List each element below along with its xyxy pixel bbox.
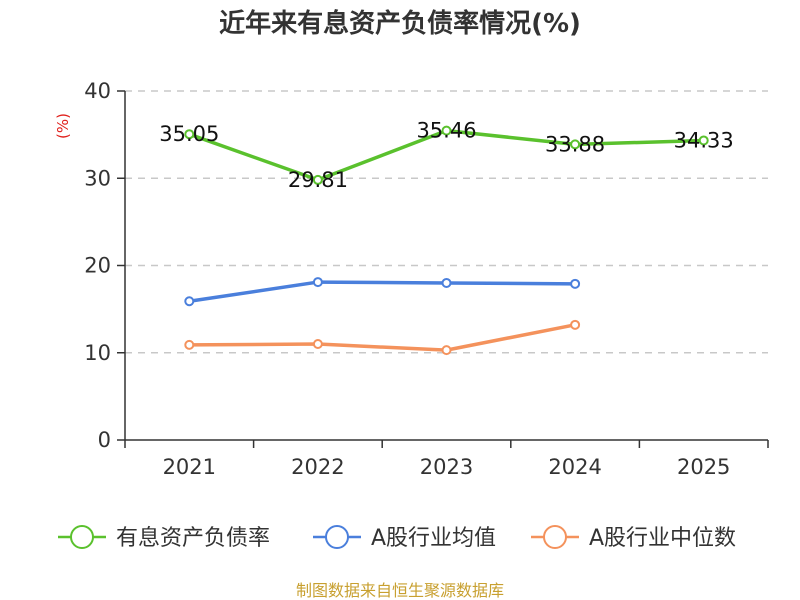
data-point[interactable]: [570, 139, 581, 150]
data-point[interactable]: [698, 135, 709, 146]
legend-item-1[interactable]: A股行业均值: [313, 525, 496, 551]
data-point[interactable]: [184, 129, 195, 140]
y-tick-label: 30: [84, 166, 111, 190]
series-line-1: [189, 280, 576, 304]
y-tick-label: 0: [98, 428, 111, 452]
x-tick-label: 2023: [420, 455, 473, 479]
legend-marker: [543, 525, 567, 549]
data-point[interactable]: [570, 319, 581, 330]
data-label: 29.81: [288, 168, 348, 192]
data-point[interactable]: [312, 174, 323, 185]
data-point[interactable]: [570, 278, 581, 289]
legend-label: A股行业均值: [371, 526, 496, 551]
data-label: 34.33: [674, 128, 734, 152]
gridlines: [125, 90, 768, 354]
y-tick-label: 20: [84, 254, 111, 278]
legend-item-2[interactable]: A股行业中位数: [531, 525, 736, 551]
legend[interactable]: 有息资产负债率 A股行业均值 A股行业中位数: [58, 525, 736, 551]
x-tick-label: 2021: [163, 455, 216, 479]
data-point[interactable]: [441, 345, 452, 356]
y-tick-label: 10: [84, 341, 111, 365]
source-note: 制图数据来自恒生聚源数据库: [296, 581, 504, 600]
legend-marker: [70, 525, 94, 549]
series-lines: [184, 125, 709, 356]
x-tick-label: 2022: [291, 455, 344, 479]
data-point[interactable]: [441, 277, 452, 288]
y-tick-label: 40: [84, 79, 111, 103]
data-point[interactable]: [312, 339, 323, 350]
chart-title: 近年来有息资产负债率情况(%): [219, 8, 581, 39]
data-point[interactable]: [312, 277, 323, 288]
data-label: 33.88: [545, 132, 605, 156]
legend-label: A股行业中位数: [589, 526, 736, 551]
data-point[interactable]: [184, 296, 195, 307]
legend-item-0[interactable]: 有息资产负债率: [58, 525, 270, 551]
x-tick-label: 2024: [548, 455, 601, 479]
data-point[interactable]: [441, 125, 452, 136]
data-label: 35.46: [416, 119, 476, 143]
legend-marker: [325, 525, 349, 549]
data-point[interactable]: [184, 339, 195, 350]
y-axis-unit-label: (%): [54, 113, 72, 139]
data-labels: 35.05 29.81 35.46 33.88 34.33: [159, 119, 734, 192]
axes: 0 10 20 30 40 2021 2022 2023 2024 2025: [84, 79, 769, 479]
legend-label: 有息资产负债率: [116, 526, 270, 551]
data-label: 35.05: [159, 122, 219, 146]
x-tick-label: 2025: [677, 455, 730, 479]
series-line-2: [189, 323, 576, 352]
